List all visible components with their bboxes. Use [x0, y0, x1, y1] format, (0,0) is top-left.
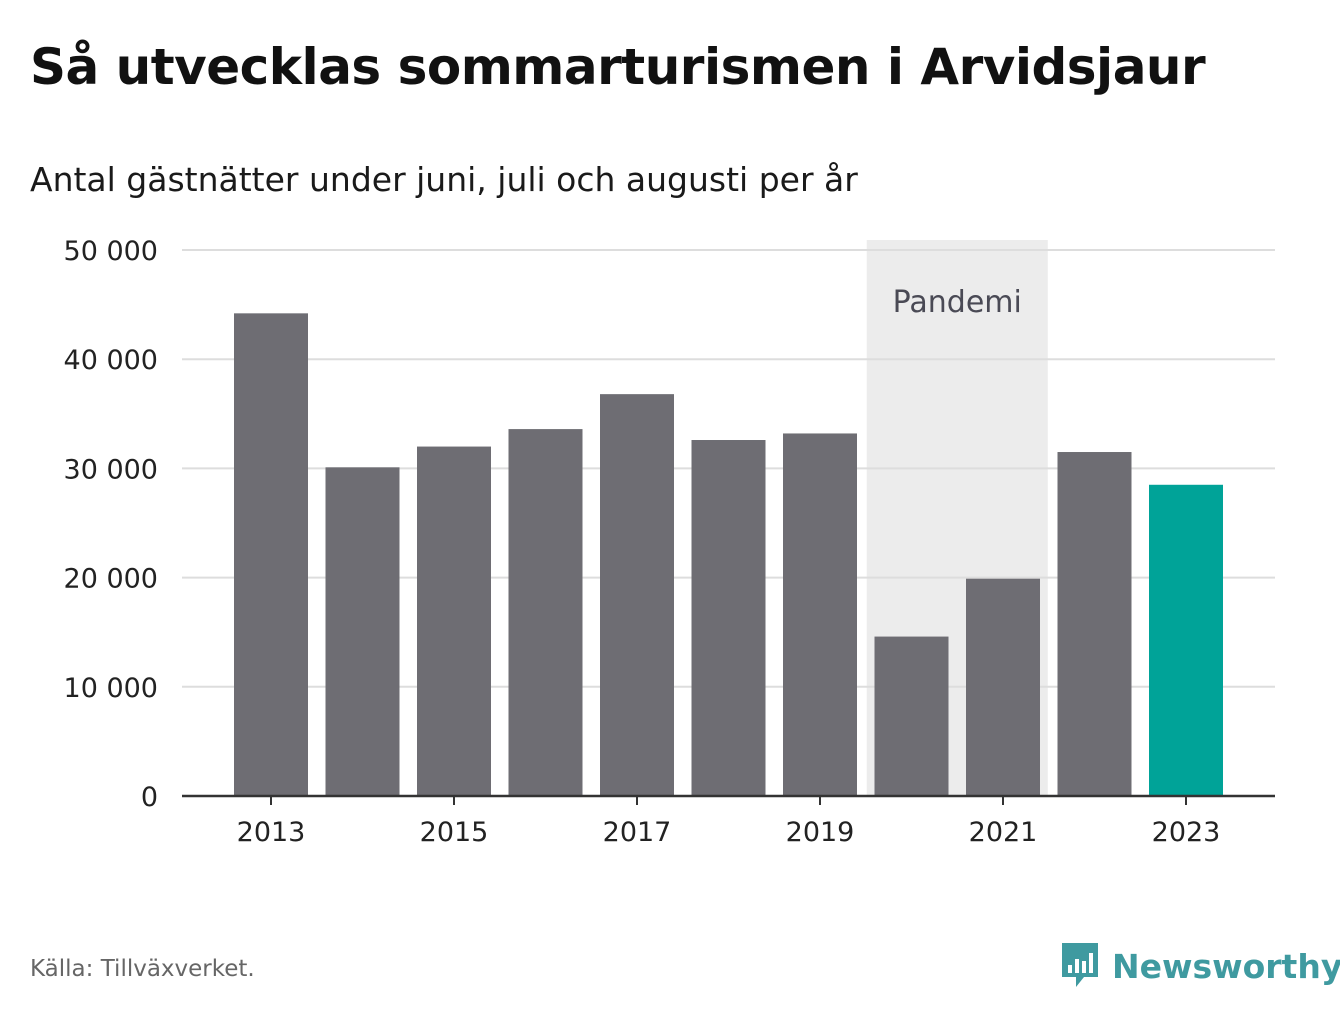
bar — [508, 429, 583, 796]
chart-subtitle: Antal gästnätter under juni, juli och au… — [30, 160, 858, 199]
newsworthy-logo-icon — [1062, 943, 1098, 987]
bar-highlight — [1149, 484, 1223, 796]
y-tick-label: 50 000 — [64, 236, 158, 267]
source-note: Källa: Tillväxverket. — [30, 956, 255, 982]
brand-name: Newsworthy — [1112, 946, 1340, 986]
bar — [783, 433, 857, 796]
y-tick-label: 0 — [141, 782, 158, 813]
bar — [966, 578, 1040, 796]
x-tick-label: 2015 — [420, 817, 489, 848]
chart-title: Så utvecklas sommarturismen i Arvidsjaur — [30, 38, 1206, 96]
annotation-band-label: Pandemi — [893, 285, 1022, 320]
y-tick-label: 40 000 — [64, 345, 158, 376]
x-tick-label: 2013 — [237, 817, 306, 848]
bar — [417, 446, 491, 796]
y-tick-label: 20 000 — [64, 564, 158, 595]
x-tick-label: 2019 — [786, 817, 855, 848]
x-tick-label: 2023 — [1152, 817, 1221, 848]
bar-layer — [234, 313, 1223, 796]
x-tick-label: 2017 — [603, 817, 672, 848]
bar — [691, 440, 766, 796]
y-tick-label: 10 000 — [64, 673, 158, 704]
bar — [600, 394, 674, 796]
bar — [1057, 452, 1132, 796]
bar — [325, 467, 400, 796]
bar — [234, 313, 308, 796]
y-tick-label: 30 000 — [64, 454, 158, 485]
axis-layer: 2013 2015 2017 2019 2021 2023 — [182, 794, 1275, 848]
bar — [874, 636, 949, 796]
brand: Newsworthy — [1060, 940, 1340, 992]
x-tick-label: 2021 — [969, 817, 1038, 848]
